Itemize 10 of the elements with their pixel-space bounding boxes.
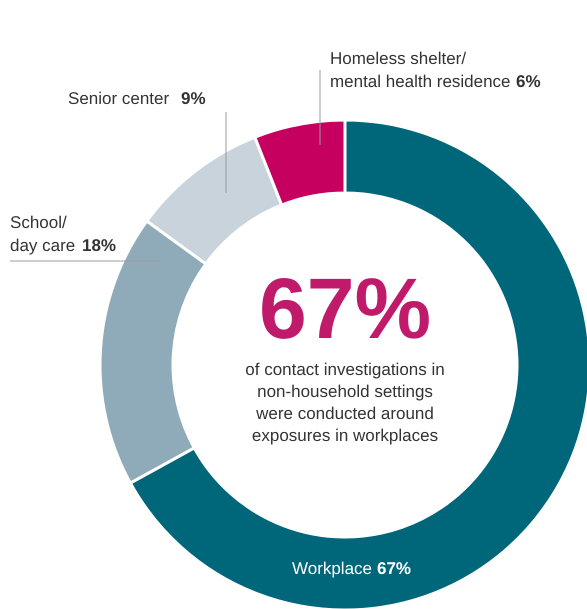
slice-label: Homeless shelter/ mental health residence [330, 49, 511, 91]
slice-label: Senior center [68, 89, 170, 108]
slice-label: Workplace [292, 559, 372, 578]
data-label: 18% [82, 236, 116, 255]
data-label: 67% [377, 559, 412, 578]
text: 67% [258, 261, 432, 357]
data-label: 9% [181, 89, 206, 108]
slice-label: School/ day care [10, 213, 76, 255]
data-label: 6% [516, 72, 541, 91]
text: of contact investigations in non-household settings were conducted around exposures in workplaces [245, 360, 445, 445]
